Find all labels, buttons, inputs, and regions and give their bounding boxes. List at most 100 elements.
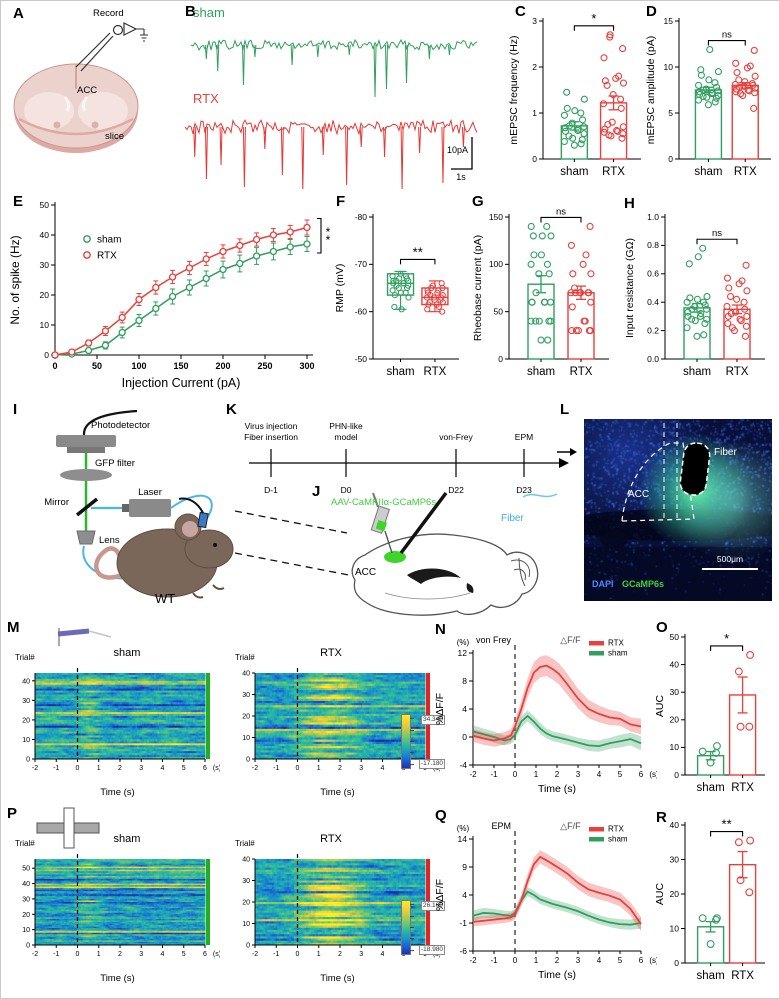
panel-letter-h: H: [624, 195, 635, 212]
data-point: [586, 327, 594, 335]
panel-i-schematic: Photodetector GFP filter Mirror Laser Le…: [7, 403, 235, 629]
data-point: [712, 742, 721, 750]
data-point: [424, 287, 431, 294]
y-axis-title: RMP (mV): [334, 264, 346, 313]
trial-axis-label: Trial#: [15, 839, 35, 848]
data-point: [743, 312, 751, 320]
event-label: von-Frey: [439, 432, 473, 442]
svg-text:40: 40: [670, 659, 680, 669]
svg-text:20: 20: [40, 290, 50, 300]
data-point: [397, 289, 404, 296]
svg-text:30: 30: [670, 854, 680, 864]
colorbar-min: -18.980: [419, 945, 446, 955]
data-point: [286, 228, 294, 236]
sig-bracket: [696, 238, 738, 245]
data-point: [606, 31, 614, 39]
data-point: [545, 270, 553, 278]
mepsc-event: [345, 126, 349, 186]
pointer-arrow: [557, 448, 577, 456]
legend-sham: sham: [608, 835, 628, 844]
svg-text:0: 0: [513, 770, 518, 779]
data-point: [699, 298, 707, 306]
data-point: [390, 277, 397, 285]
data-point: [714, 68, 722, 76]
svg-text:6: 6: [639, 956, 644, 965]
panel-letter-i: I: [13, 401, 18, 418]
data-point: [135, 316, 143, 325]
laser-label: Laser: [138, 487, 162, 498]
data-point: [587, 298, 595, 306]
data-point: [538, 232, 546, 240]
series-RTX: [472, 664, 642, 742]
panel-e-chart: 0 10 20 30 40 50 0 50 100 150 200 250 300 Injection C…: [5, 191, 335, 403]
panel-letter-n: N: [435, 621, 446, 638]
data-point: [398, 306, 405, 313]
data-point: [727, 292, 735, 301]
svg-text:0: 0: [668, 154, 673, 164]
photodetector-slit: [67, 447, 105, 453]
data-point: [750, 104, 758, 112]
event-label: PHN-like: [329, 421, 363, 431]
data-point: [563, 104, 571, 112]
svg-text:RTX: RTX: [424, 366, 447, 378]
data-point: [699, 244, 707, 252]
panel-letter-d: D: [646, 3, 657, 20]
data-point: [269, 247, 278, 256]
data-point: [391, 292, 398, 299]
mouse-drawing: [94, 497, 234, 599]
scale-label: 500μm: [717, 554, 743, 564]
data-point: [685, 260, 693, 268]
svg-text:8: 8: [462, 676, 467, 686]
slice-label: slice: [105, 131, 124, 142]
data-point: [568, 303, 576, 311]
data-point: [252, 252, 261, 260]
svg-text:4: 4: [462, 890, 467, 900]
svg-text:12: 12: [458, 648, 468, 658]
svg-text:9: 9: [462, 862, 467, 872]
panel-letter-a: A: [13, 5, 24, 22]
data-point: [391, 303, 398, 311]
data-point: [686, 294, 694, 302]
svg-text:5: 5: [618, 956, 623, 965]
data-point: [706, 758, 715, 767]
panel-letter-l: L: [560, 401, 570, 418]
data-point: [739, 91, 747, 100]
data-point: [746, 836, 755, 845]
svg-text:RTX: RTX: [731, 782, 754, 794]
data-point: [743, 287, 751, 295]
colorbar: [401, 900, 419, 955]
sig-bracket: [317, 217, 322, 254]
bar-RTX: [723, 308, 751, 360]
data-point: [543, 222, 551, 231]
data-point: [702, 305, 711, 313]
data-point: [587, 270, 595, 278]
svg-text:*: *: [326, 233, 331, 247]
data-point: [617, 95, 625, 103]
data-point: [568, 327, 576, 335]
svg-text:-80: -80: [355, 212, 368, 222]
data-point: [565, 132, 573, 140]
svg-text:-50: -50: [355, 354, 368, 364]
data-point: [697, 66, 705, 74]
panel-letter-k: K: [226, 401, 237, 418]
sagittal-brain-drawing: AAV-CaMKIIα-GCaMP6s Fiber ACC: [234, 491, 558, 616]
data-point: [712, 914, 721, 923]
data-point: [439, 299, 446, 306]
svg-text:sham: sham: [527, 366, 555, 378]
svg-text:15: 15: [664, 16, 674, 26]
svg-text:-1: -1: [459, 918, 467, 928]
plot-title: △F/F: [560, 821, 581, 831]
legend-sham: sham: [608, 649, 628, 658]
sig-bracket: [710, 645, 744, 651]
svg-text:3: 3: [532, 16, 537, 26]
svg-text:0.0: 0.0: [647, 354, 659, 364]
mepsc-event: [347, 44, 351, 56]
data-point: [584, 289, 592, 297]
data-point: [560, 111, 568, 119]
data-point: [735, 76, 743, 84]
mepsc-event: [301, 126, 305, 192]
data-point: [691, 317, 699, 325]
data-point: [745, 87, 753, 95]
